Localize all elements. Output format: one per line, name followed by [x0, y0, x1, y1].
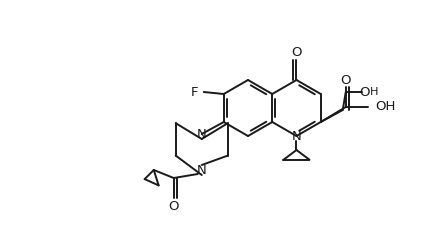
Text: O: O [341, 74, 351, 86]
Text: O: O [169, 200, 179, 213]
Text: OH: OH [376, 100, 396, 114]
Text: N: N [197, 164, 206, 177]
Text: N: N [292, 129, 301, 143]
Text: O: O [291, 46, 302, 60]
Text: O: O [360, 85, 370, 99]
Text: F: F [190, 85, 198, 99]
Text: H: H [369, 87, 378, 97]
Text: N: N [197, 128, 206, 140]
